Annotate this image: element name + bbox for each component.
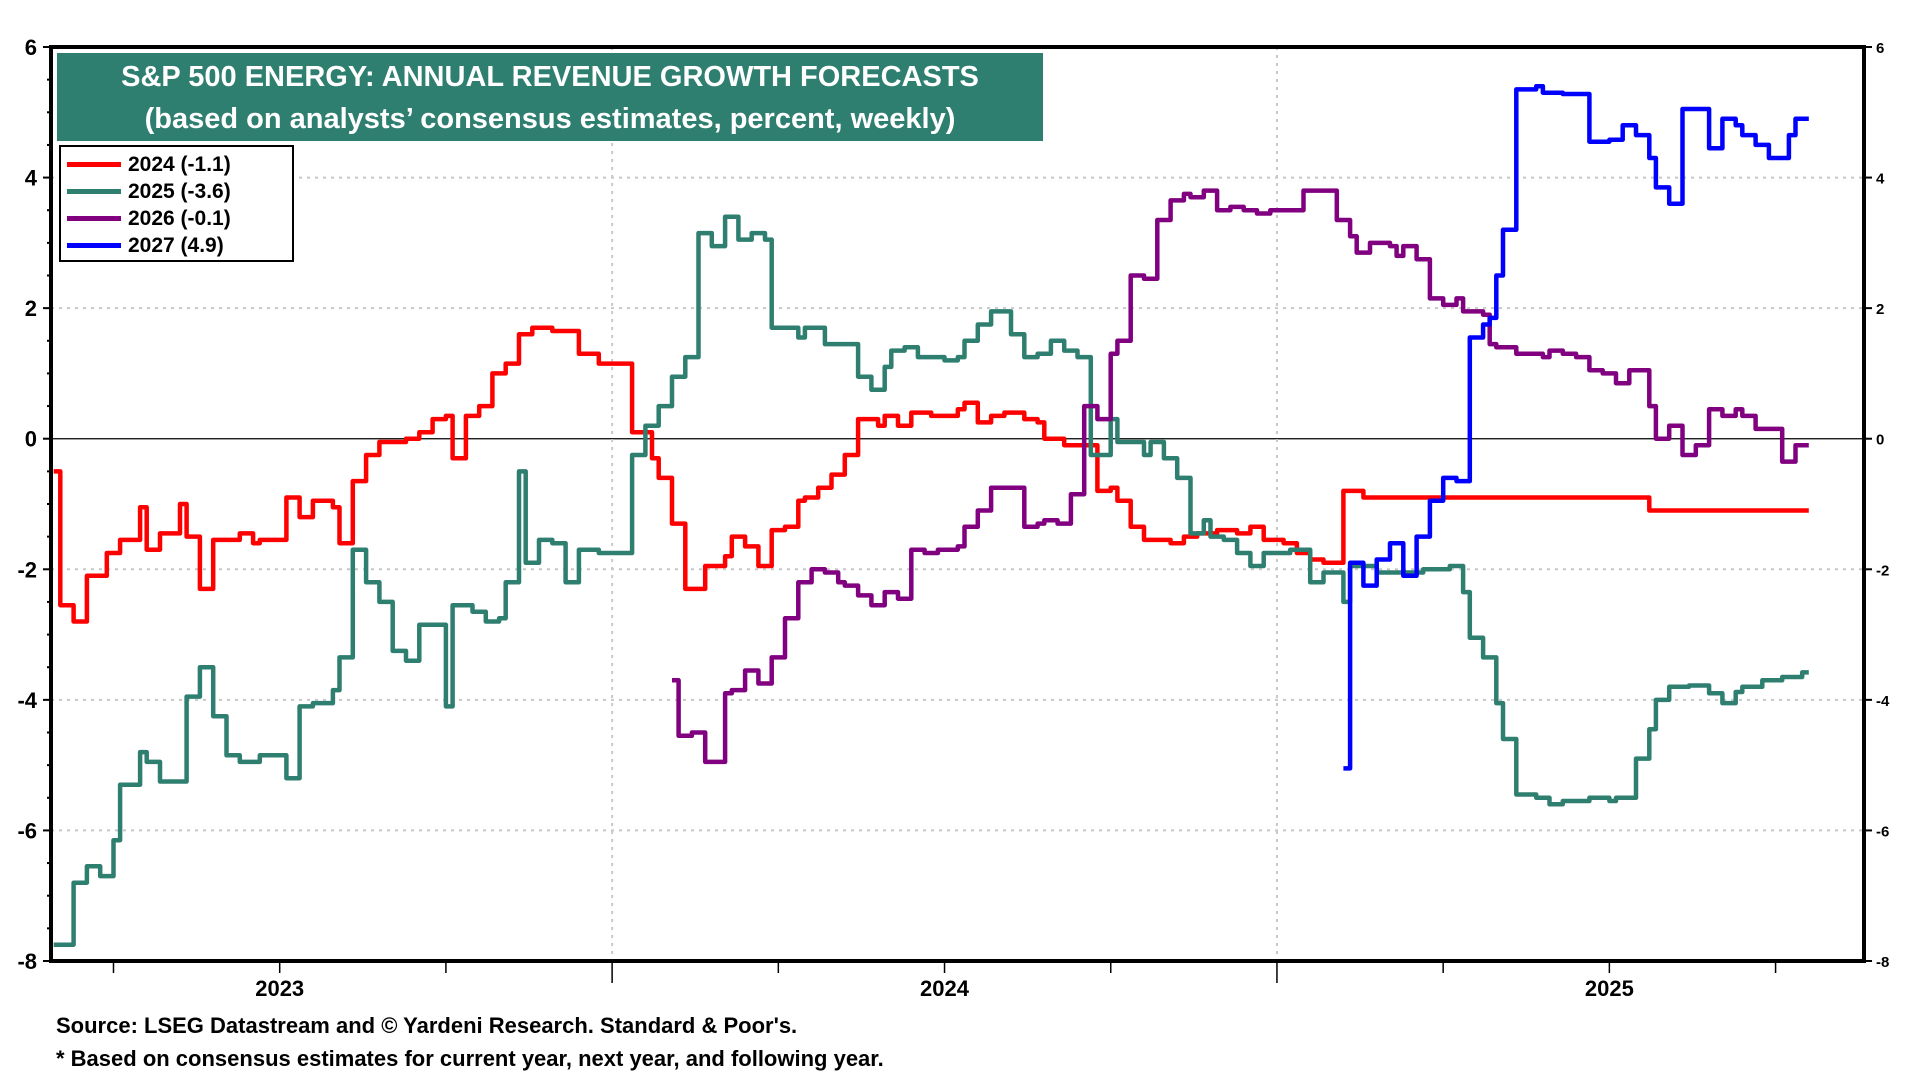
y-tick-label-left: 0 [25, 427, 37, 452]
y-tick-label-right: 2 [1876, 301, 1884, 318]
series-line-2025 [53, 214, 1809, 947]
chart-title-box: S&P 500 ENERGY: ANNUAL REVENUE GROWTH FO… [57, 53, 1043, 141]
tick-labels: 6 6 4 4 2 2 0 0 -2 -2 -4 -4 -6 -6 -8 -8 2023 2024 2025 [17, 35, 1890, 1001]
y-tick-label-left: -4 [17, 688, 37, 713]
series-line-2027 [1343, 83, 1809, 771]
y-tick-label-left: 2 [25, 296, 37, 321]
series-lines [53, 83, 1809, 947]
legend-label: 2025 (-3.6) [128, 179, 231, 203]
y-tick-label-right: -6 [1876, 823, 1889, 840]
y-tick-label-left: 4 [25, 166, 38, 191]
gridlines [51, 47, 1864, 961]
legend-swatch [67, 162, 121, 167]
footnote: * Based on consensus estimates for curre… [56, 1046, 884, 1071]
y-tick-label-right: 6 [1876, 40, 1884, 57]
source-note: Source: LSEG Datastream and © Yardeni Re… [56, 1013, 798, 1038]
y-tick-label-left: -2 [17, 557, 37, 582]
legend-item-2027: 2027 (4.9) [67, 232, 292, 259]
x-tick-label: 2024 [920, 976, 970, 1001]
y-tick-label-left: 6 [25, 35, 37, 60]
axes [43, 45, 1872, 983]
x-tick-label: 2023 [255, 976, 304, 1001]
chart-subtitle: (based on analysts’ consensus estimates,… [144, 103, 956, 135]
series-line-2024 [53, 325, 1809, 624]
chart-title: S&P 500 ENERGY: ANNUAL REVENUE GROWTH FO… [121, 61, 979, 93]
legend-item-2026: 2026 (-0.1) [67, 205, 292, 232]
legend-swatch [67, 216, 121, 221]
legend-swatch [67, 189, 121, 194]
legend-item-2024: 2024 (-1.1) [67, 151, 292, 178]
y-tick-label-right: -2 [1876, 562, 1889, 579]
legend: 2024 (-1.1) 2025 (-3.6) 2026 (-0.1) 2027… [59, 145, 294, 262]
y-tick-label-left: -8 [17, 949, 37, 974]
legend-swatch [67, 243, 121, 248]
legend-item-2025: 2025 (-3.6) [67, 178, 292, 205]
y-tick-label-right: 0 [1876, 432, 1884, 449]
y-tick-label-right: 4 [1876, 171, 1885, 188]
x-tick-label: 2025 [1585, 976, 1634, 1001]
y-tick-label-left: -6 [17, 818, 37, 843]
legend-label: 2024 (-1.1) [128, 152, 231, 176]
y-tick-label-right: -8 [1876, 954, 1889, 971]
plot-frame [49, 45, 1866, 963]
y-tick-label-right: -4 [1876, 693, 1890, 710]
series-line-2026 [672, 188, 1809, 765]
legend-label: 2026 (-0.1) [128, 206, 231, 230]
legend-label: 2027 (4.9) [128, 233, 224, 257]
